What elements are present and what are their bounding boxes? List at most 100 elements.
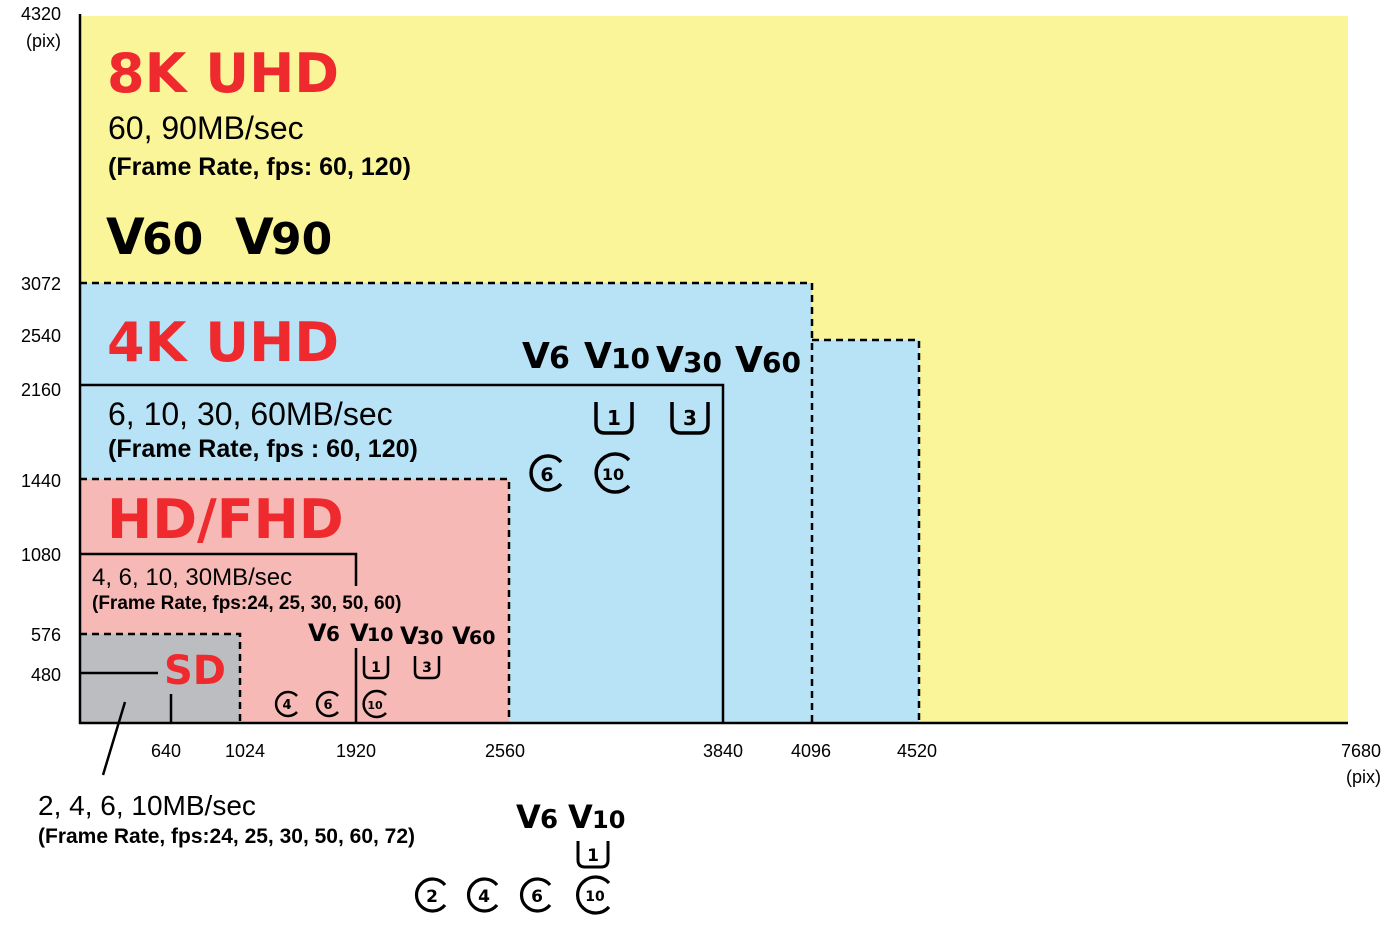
video-v-letter: V [235, 208, 274, 266]
y-tick-2160: 2160 [21, 380, 61, 400]
speed-class-number: 10 [367, 699, 383, 712]
y-tick-4320: 4320 [21, 4, 61, 24]
speed-c-shape [414, 877, 447, 913]
x-tick-1024: 1024 [225, 741, 265, 761]
y-tick-480: 480 [31, 665, 61, 685]
video-v-letter: V [106, 208, 145, 266]
speed-class-number: 4 [478, 887, 490, 907]
border-4k-ext-dashed [812, 338, 921, 723]
region-4k-ext-fill [812, 340, 919, 723]
y-tick-1080: 1080 [21, 545, 61, 565]
speed-class-c6-4k: 6 [529, 454, 563, 492]
x-axis-unit: (pix) [1346, 767, 1381, 787]
uhs-u-shape [670, 402, 710, 435]
uhs-class-u1-hd: 1 [362, 656, 390, 680]
speed-hd: 4, 6, 10, 30MB/sec [92, 564, 292, 591]
speed-class-number: 6 [531, 887, 543, 907]
speed-4k: 6, 10, 30, 60MB/sec [108, 396, 393, 432]
video-class-number: 10 [611, 342, 650, 375]
video-class-number: 60 [142, 214, 203, 265]
video-class-number: 60 [469, 627, 495, 649]
video-class-number: 30 [683, 346, 722, 379]
border-4k-dashed [80, 281, 814, 723]
x-tick-4096: 4096 [791, 741, 831, 761]
frame-rate-hd: (Frame Rate, fps:24, 25, 30, 50, 60) [92, 593, 401, 614]
title-8k-uhd: 8K UHD [107, 42, 339, 105]
uhs-class-u1-sd: 1 [576, 841, 610, 869]
video-class-number: 60 [762, 346, 801, 379]
video-v-letter: V [350, 619, 369, 647]
video-class-v60-8k: V 60 [106, 208, 203, 266]
x-tick-4520: 4520 [897, 741, 937, 761]
speed-class-number: 6 [323, 698, 332, 713]
speed-class-number: 10 [585, 889, 605, 905]
speed-class-c10-4k: 10 [594, 452, 631, 494]
x-tick-2560: 2560 [485, 741, 525, 761]
uhs-class-number: 3 [422, 660, 432, 676]
video-class-v10-sd: V 10 [568, 798, 625, 836]
video-class-v90-8k: V 90 [235, 208, 332, 266]
x-tick-1920: 1920 [336, 741, 376, 761]
uhs-class-u1-4k: 1 [594, 402, 634, 435]
frame-rate-8k: (Frame Rate, fps: 60, 120) [108, 153, 411, 181]
video-class-number: 6 [549, 341, 570, 376]
speed-class-number: 4 [282, 698, 291, 713]
uhs-u-shape [362, 656, 390, 680]
region-sd-fill [80, 634, 240, 723]
speed-c-shape [466, 877, 499, 913]
video-class-number: 6 [326, 622, 340, 646]
title-hd-fhd: HD/FHD [107, 488, 344, 551]
video-class-v10-4k: V 10 [584, 336, 650, 377]
video-class-v10-hd: V 10 [350, 619, 393, 647]
uhs-class-number: 3 [683, 406, 697, 430]
video-v-letter: V [400, 622, 419, 650]
video-v-letter: V [522, 336, 550, 377]
video-v-letter: V [452, 622, 471, 650]
speed-c-shape [315, 690, 339, 718]
y-tick-3072: 3072 [21, 274, 61, 294]
video-class-number: 6 [540, 805, 558, 835]
video-class-v6-sd: V 6 [516, 798, 558, 836]
speed-c-shape [362, 689, 387, 719]
speed-8k: 60, 90MB/sec [108, 110, 304, 146]
speed-sd: 2, 4, 6, 10MB/sec [38, 790, 256, 821]
speed-c-shape [576, 875, 611, 915]
uhs-u-shape [413, 656, 441, 680]
x-tick-7680: 7680 [1341, 741, 1381, 761]
frame-rate-sd: (Frame Rate, fps:24, 25, 30, 50, 60, 72) [38, 825, 415, 848]
speed-class-c10-hd: 10 [362, 689, 387, 719]
title-4k-uhd: 4K UHD [107, 311, 339, 374]
video-class-number: 10 [592, 806, 625, 834]
speed-c-shape [594, 452, 631, 494]
video-class-number: 10 [367, 624, 393, 646]
video-v-letter: V [584, 336, 612, 377]
uhs-class-u3-4k: 3 [670, 402, 710, 435]
border-hd-dashed [80, 477, 511, 723]
uhs-class-number: 1 [371, 660, 381, 676]
x-tick-640: 640 [151, 741, 181, 761]
border-hd-solid [80, 552, 358, 586]
video-v-letter: V [568, 798, 593, 836]
uhs-class-number: 1 [607, 406, 621, 430]
video-class-v30-4k: V 30 [656, 340, 722, 381]
sd-leader-line [101, 701, 127, 776]
border-sd-dashed [80, 632, 242, 723]
video-class-v6-4k: V 6 [522, 336, 570, 377]
border-4k-solid [80, 383, 725, 723]
y-tick-2540: 2540 [21, 326, 61, 346]
speed-c-shape [274, 690, 298, 718]
video-v-letter: V [308, 619, 327, 647]
frame-rate-4k: (Frame Rate, fps : 60, 120) [108, 435, 418, 463]
speed-c-shape [529, 454, 563, 492]
video-class-v30-hd: V 30 [400, 622, 443, 650]
speed-class-number: 10 [602, 465, 624, 484]
speed-class-c2-sd: 2 [414, 877, 447, 913]
y-axis-unit: (pix) [26, 31, 61, 51]
uhs-u-shape [576, 841, 610, 869]
video-v-letter: V [656, 340, 684, 381]
video-v-letter: V [516, 798, 541, 836]
y-tick-1440: 1440 [21, 471, 61, 491]
speed-class-number: 6 [540, 464, 553, 486]
y-tick-576: 576 [31, 625, 61, 645]
